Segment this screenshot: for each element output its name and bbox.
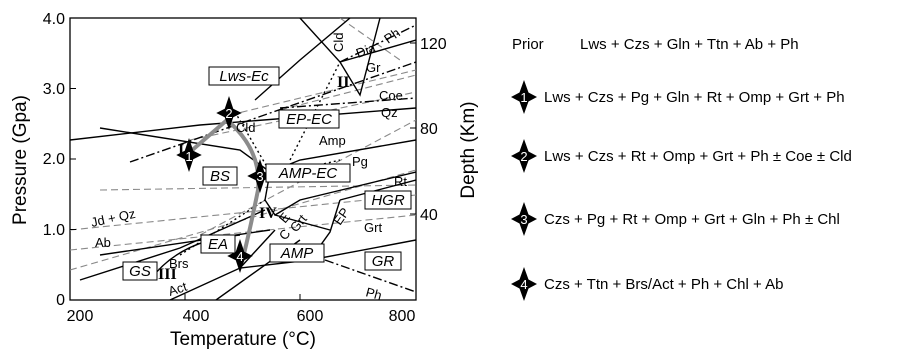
label-pg: Pg	[352, 154, 368, 169]
facies-ea: EA	[208, 236, 228, 253]
legend: Prior Lws + Czs + Gln + Ttn + Ab + Ph 1 …	[498, 0, 919, 353]
label-ph-bottom: Ph	[364, 284, 383, 303]
label-ep: EP	[330, 205, 352, 228]
facies-bs: BS	[210, 168, 230, 185]
marker-1-number: 1	[185, 149, 192, 164]
legend-marker-1-icon: 1	[511, 80, 537, 114]
label-dia: Dia	[354, 40, 378, 61]
y-axis: 0 1.0 2.0 3.0 4.0 Pressure (Gpa)	[10, 11, 76, 309]
roman-ii: II	[337, 74, 349, 91]
pt-path	[188, 117, 261, 263]
marker-2-number: 2	[225, 106, 232, 121]
facies-labels: Lws-Ec EP-EC BS AMP-EC HGR EA AMP GS GR	[122, 66, 412, 281]
y-tick-1: 1.0	[43, 222, 65, 239]
facies-amp-ec: AMP-EC	[278, 165, 338, 182]
legend-prior-text: Lws + Czs + Gln + Ttn + Ab + Ph	[580, 36, 799, 53]
x-axis-title: Temperature (°C)	[170, 329, 316, 350]
facies-lws-ec: Lws-Ec	[219, 68, 269, 85]
legend-item-1-text: Lws + Czs + Pg + Gln + Rt + Omp + Grt + …	[544, 88, 845, 106]
y-axis-title: Pressure (Gpa)	[10, 95, 31, 225]
x-tick-800: 800	[389, 308, 416, 325]
y-tick-0: 0	[56, 292, 65, 309]
label-qz: Qz	[381, 105, 398, 120]
x-tick-400: 400	[183, 308, 210, 325]
y-tick-2: 2.0	[43, 151, 65, 168]
x-axis: 200 400 600 800 Temperature (°C)	[67, 294, 417, 350]
legend-item-4: 4 Czs + Ttn + Brs/Act + Ph + Chl + Ab	[510, 266, 783, 302]
label-rt: Rt	[394, 174, 407, 189]
y2-tick-120: 120	[420, 36, 447, 53]
marker-4: 4	[227, 239, 253, 273]
label-act: Act	[166, 279, 189, 299]
marker-3-number: 3	[256, 169, 263, 184]
legend-marker-1-number: 1	[520, 90, 527, 105]
legend-marker-4-icon: 4	[511, 267, 537, 301]
pt-diagram: 1 2 3 4 Lws-Ec EP-EC BS AMP-EC HGR EA AM…	[10, 11, 479, 350]
facies-gr: GR	[372, 253, 395, 270]
legend-marker-3-number: 3	[520, 212, 527, 227]
legend-item-2: 2 Lws + Czs + Rt + Omp + Grt + Ph ± Coe …	[510, 138, 852, 174]
label-cld-mid: Cld	[236, 120, 256, 135]
legend-item-3: 3 Czs + Pg + Rt + Omp + Grt + Gln + Ph ±…	[510, 201, 840, 237]
label-cld-top: Cld	[331, 32, 346, 52]
label-grt-right: Grt	[364, 220, 382, 235]
roman-iii: III	[158, 266, 177, 283]
roman-labels: I II III IV	[158, 74, 349, 283]
legend-item-4-text: Czs + Ttn + Brs/Act + Ph + Chl + Ab	[544, 275, 784, 293]
phase-labels: Cld Dia Gr Ph Coe Qz Cld Amp Pg Rt Jd + …	[90, 25, 408, 303]
label-coe: Coe	[379, 88, 403, 103]
legend-marker-2-number: 2	[520, 149, 527, 164]
legend-prior-label: Prior	[512, 36, 544, 53]
y-tick-4: 4.0	[43, 11, 65, 28]
y2-tick-40: 40	[420, 207, 438, 224]
legend-item-2-text: Lws + Czs + Rt + Omp + Grt + Ph ± Coe ± …	[544, 147, 852, 165]
facies-amp: AMP	[280, 245, 314, 262]
legend-marker-3-icon: 3	[511, 202, 537, 236]
label-brs: Brs	[169, 256, 189, 271]
label-ab: Ab	[95, 235, 111, 250]
facies-gs: GS	[129, 263, 151, 280]
y-tick-3: 3.0	[43, 81, 65, 98]
legend-item-3-text: Czs + Pg + Rt + Omp + Grt + Gln + Ph ± C…	[544, 210, 840, 228]
legend-item-1: 1 Lws + Czs + Pg + Gln + Rt + Omp + Grt …	[510, 79, 845, 115]
x-tick-200: 200	[67, 308, 94, 325]
marker-2: 2	[216, 96, 242, 130]
facies-ep-ec: EP-EC	[286, 111, 332, 128]
label-gr: Gr	[366, 60, 381, 75]
y2-axis: 120 80 40 Depth (Km)	[410, 36, 479, 224]
roman-iv: IV	[259, 205, 277, 222]
marker-4-number: 4	[236, 249, 243, 264]
legend-marker-4-number: 4	[520, 277, 527, 292]
marker-1: 1	[176, 138, 202, 172]
facies-hgr: HGR	[371, 192, 405, 209]
x-tick-600: 600	[297, 308, 324, 325]
roman-i: I	[178, 142, 184, 159]
marker-3: 3	[247, 159, 273, 193]
y2-tick-80: 80	[420, 121, 438, 138]
diagram-markers: 1 2 3 4	[176, 96, 273, 273]
y2-axis-title: Depth (Km)	[458, 101, 479, 198]
label-ph-top: Ph	[381, 25, 403, 46]
label-jd-qz: Jd + Qz	[90, 206, 137, 230]
legend-marker-2-icon: 2	[511, 139, 537, 173]
label-grt-mid: Grt	[287, 211, 310, 235]
label-amp-line: Amp	[319, 133, 346, 148]
